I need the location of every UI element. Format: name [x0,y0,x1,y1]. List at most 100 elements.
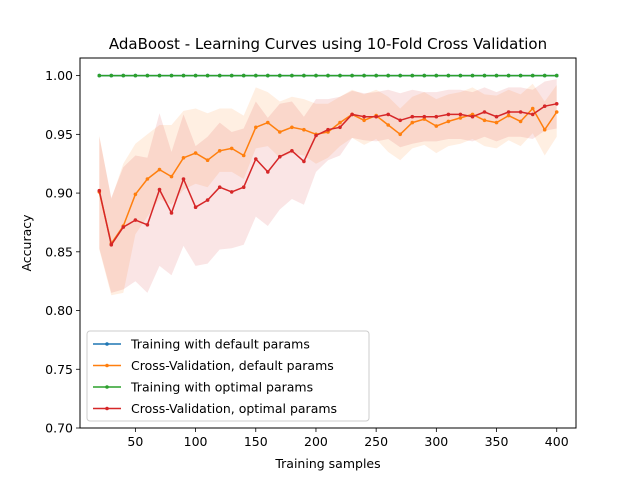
data-point [157,187,162,192]
data-point [181,156,186,160]
data-point [217,149,222,153]
data-point [386,73,391,78]
data-point [458,116,463,120]
data-point [518,73,523,78]
legend-swatch-marker [105,385,109,389]
data-point [386,123,391,127]
data-point [121,73,126,78]
y-tick-label: 0.70 [45,421,73,436]
data-point [266,120,270,125]
data-point [482,118,487,123]
data-point [374,114,379,119]
data-point [362,114,366,119]
data-point [205,198,210,202]
data-point [506,110,511,114]
data-point [470,114,475,119]
data-point [482,110,487,114]
x-tick-label: 50 [127,434,143,449]
data-point [422,73,427,78]
data-point [542,104,547,108]
data-point [290,73,294,78]
data-point [338,125,342,130]
data-point [181,177,186,181]
x-tick-label: 150 [244,434,268,449]
data-point [169,174,174,179]
x-tick-label: 250 [364,434,388,449]
data-point [458,112,463,117]
data-point [458,73,463,78]
legend: Training with default params Cross-Valida… [86,330,370,422]
legend-label: Training with optimal params [130,380,313,395]
data-point [290,125,294,130]
y-tick-label: 1.00 [45,68,73,83]
data-point [193,73,198,78]
data-point [302,73,306,78]
data-point [326,73,330,78]
y-tick-label: 0.75 [45,362,73,377]
data-point [482,73,487,78]
legend-entry-0: Training with default params [93,337,310,352]
data-point [434,73,439,78]
legend-label: Training with default params [130,337,310,352]
data-point [398,118,403,123]
data-point [205,73,210,78]
y-axis: 0.70 0.75 0.80 0.85 0.90 0.95 1.00 [45,68,80,436]
legend-label: Cross-Validation, default params [131,358,334,373]
legend-label: Cross-Validation, optimal params [131,401,337,416]
data-point [530,106,535,111]
data-point [278,73,282,78]
data-point [109,243,114,247]
data-point [133,192,138,197]
data-point [350,73,354,78]
plot-frame [79,57,577,429]
data-point [241,185,246,189]
data-point [157,167,162,172]
data-point [494,114,499,119]
legend-swatch-marker [105,363,109,368]
data-point [278,130,282,134]
x-tick-label: 400 [545,434,569,449]
data-point [554,102,559,106]
data-point [518,119,523,124]
data-point [229,73,234,78]
x-tick-label: 100 [184,434,208,449]
data-point [530,112,535,117]
data-point [205,158,210,162]
data-point [254,157,258,161]
data-point [217,185,222,189]
data-point [241,153,246,158]
data-point [494,120,499,125]
chart-title: AdaBoost - Learning Curves using 10-Fold… [109,35,547,53]
data-point [97,73,102,78]
y-tick-label: 0.95 [45,127,73,142]
data-point [554,73,559,78]
data-point [542,73,547,78]
data-point [193,151,198,155]
data-point [530,73,535,78]
data-point [254,125,258,130]
x-axis: 50 100 150 200 250 300 350 400 [127,428,569,449]
data-point [254,73,258,78]
data-point [302,159,306,164]
series-2 [97,73,559,78]
data-point [518,110,523,114]
legend-box [86,330,370,422]
data-point [446,119,451,124]
data-point [338,120,342,125]
data-point [470,73,475,78]
data-point [145,177,150,181]
data-point [133,73,138,78]
data-point [398,73,403,78]
legend-swatch-marker [105,406,109,411]
data-point [229,190,234,194]
data-point [157,73,162,78]
data-point [145,73,150,78]
series-lines [97,73,559,247]
data-point [169,211,174,215]
data-point [169,73,174,78]
data-point [241,73,246,78]
series-3 [97,102,559,247]
data-point [362,118,366,123]
data-point [542,127,547,132]
data-point [506,113,511,118]
